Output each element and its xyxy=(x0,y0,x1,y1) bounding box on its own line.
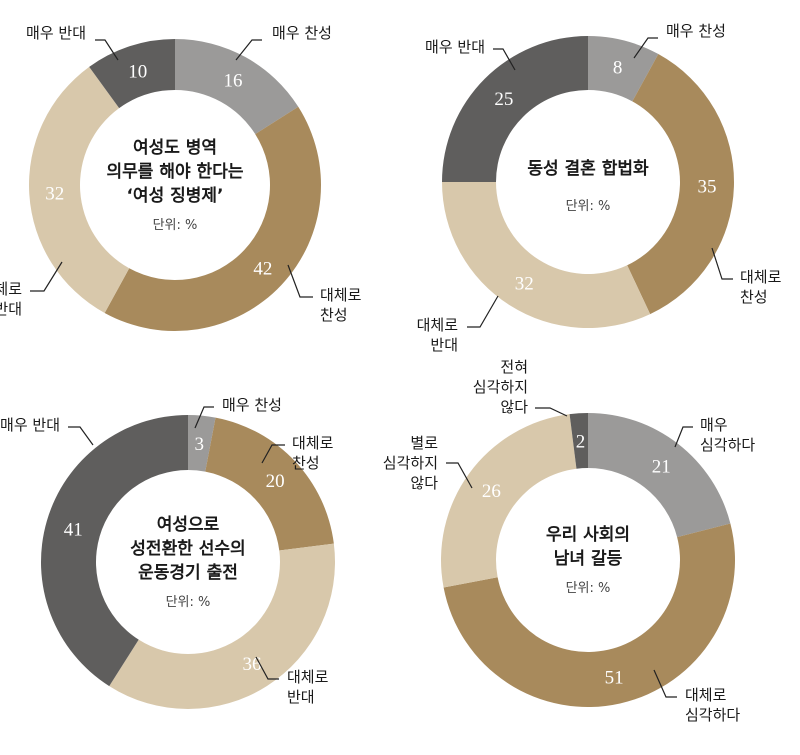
leader-line xyxy=(633,37,658,59)
slice-value-label: 41 xyxy=(64,520,83,541)
unit-label: 단위: % xyxy=(566,199,611,214)
category-label: 별로 xyxy=(410,434,438,452)
category-label: 대체로 xyxy=(320,286,362,304)
category-label: 찬성 xyxy=(740,288,768,306)
leader-line xyxy=(287,264,313,298)
category-label: 대체로 xyxy=(287,668,329,686)
slice-value-label: 3 xyxy=(194,434,204,455)
leader-line xyxy=(535,407,568,417)
slice-4-2 xyxy=(443,523,735,707)
slice-1-4 xyxy=(89,39,175,109)
slice-1-3 xyxy=(28,66,130,313)
leader-line xyxy=(467,295,499,328)
leader-line xyxy=(235,39,262,61)
category-label: 반대 xyxy=(0,300,22,318)
category-label: 심각하지 xyxy=(383,454,438,472)
slice-value-label: 21 xyxy=(652,457,671,478)
slice-value-label: 10 xyxy=(128,61,147,82)
slice-value-label: 26 xyxy=(482,481,501,502)
category-label: 대체로 xyxy=(292,434,334,452)
slice-4-3 xyxy=(440,414,577,588)
category-label: 심각하다 xyxy=(700,436,755,454)
chart-title-line: 우리 사회의 xyxy=(546,525,630,545)
chart-title-line: 남녀 갈등 xyxy=(554,549,623,569)
slice-value-label: 35 xyxy=(697,177,716,198)
slice-value-label: 36 xyxy=(243,654,262,675)
slice-value-label: 16 xyxy=(224,70,243,91)
category-label: 반대 xyxy=(430,336,458,354)
leader-line xyxy=(674,426,693,448)
category-label: 대체로 xyxy=(685,686,727,704)
slice-value-label: 25 xyxy=(494,89,513,110)
slice-value-label: 32 xyxy=(45,184,64,205)
chart-title-line: ‘여성 징병제’ xyxy=(126,186,223,206)
slice-value-label: 20 xyxy=(266,471,285,492)
leader-line xyxy=(711,247,733,280)
chart-title-line: 동성 결혼 합법화 xyxy=(527,158,649,179)
leader-line xyxy=(493,48,516,71)
category-label: 매우 반대 xyxy=(26,24,86,42)
leader-line xyxy=(255,656,279,680)
category-label: 대체로 xyxy=(417,316,459,334)
category-label: 매우 xyxy=(700,416,728,434)
slice-2-2 xyxy=(627,54,735,315)
slice-value-label: 2 xyxy=(576,432,586,453)
slice-3-1 xyxy=(188,415,216,472)
leader-line xyxy=(194,406,214,429)
slice-value-label: 42 xyxy=(253,258,272,279)
slice-3-2 xyxy=(205,417,334,551)
slice-2-4 xyxy=(442,36,588,182)
slice-1-1 xyxy=(175,39,299,135)
leader-line xyxy=(68,426,94,446)
category-label: 찬성 xyxy=(320,306,348,324)
chart-title-line: 성전환한 선수의 xyxy=(130,539,245,559)
category-label: 심각하지 xyxy=(473,378,528,396)
leader-line xyxy=(261,444,285,464)
slice-3-3 xyxy=(109,543,335,709)
chart-title-line: 의무를 해야 한다는 xyxy=(107,162,244,182)
slice-value-label: 8 xyxy=(613,58,623,79)
slice-1-2 xyxy=(104,106,321,331)
slice-4-4 xyxy=(569,413,588,469)
slice-value-label: 32 xyxy=(515,273,534,294)
leader-line xyxy=(446,462,473,489)
category-label: 찬성 xyxy=(292,454,320,472)
category-label: 대체로 xyxy=(740,268,782,286)
slice-4-1 xyxy=(588,413,731,538)
slice-3-4 xyxy=(40,415,188,687)
leader-line xyxy=(653,669,677,698)
chart-title-line: 여성도 병역 xyxy=(133,138,217,158)
slice-2-3 xyxy=(442,182,651,328)
category-label: 반대 xyxy=(287,688,315,706)
chart-title-line: 여성으로 xyxy=(157,515,220,535)
leader-line xyxy=(30,261,63,292)
unit-label: 단위: % xyxy=(153,218,198,233)
category-label: 심각하다 xyxy=(685,706,740,724)
category-label: 매우 찬성 xyxy=(272,24,332,42)
category-label: 매우 찬성 xyxy=(222,396,282,414)
unit-label: 단위: % xyxy=(166,595,211,610)
leader-line xyxy=(95,39,119,61)
category-label: 대체로 xyxy=(0,280,22,298)
category-label: 매우 찬성 xyxy=(666,22,726,40)
category-label: 않다 xyxy=(500,398,528,416)
slice-2-1 xyxy=(588,36,659,102)
chart-title-line: 운동경기 출전 xyxy=(138,563,238,583)
category-label: 않다 xyxy=(410,474,438,492)
unit-label: 단위: % xyxy=(566,581,611,596)
category-label: 매우 반대 xyxy=(425,38,485,56)
slice-value-label: 51 xyxy=(605,668,624,689)
category-label: 매우 반대 xyxy=(0,416,60,434)
category-label: 전혀 xyxy=(500,358,528,376)
